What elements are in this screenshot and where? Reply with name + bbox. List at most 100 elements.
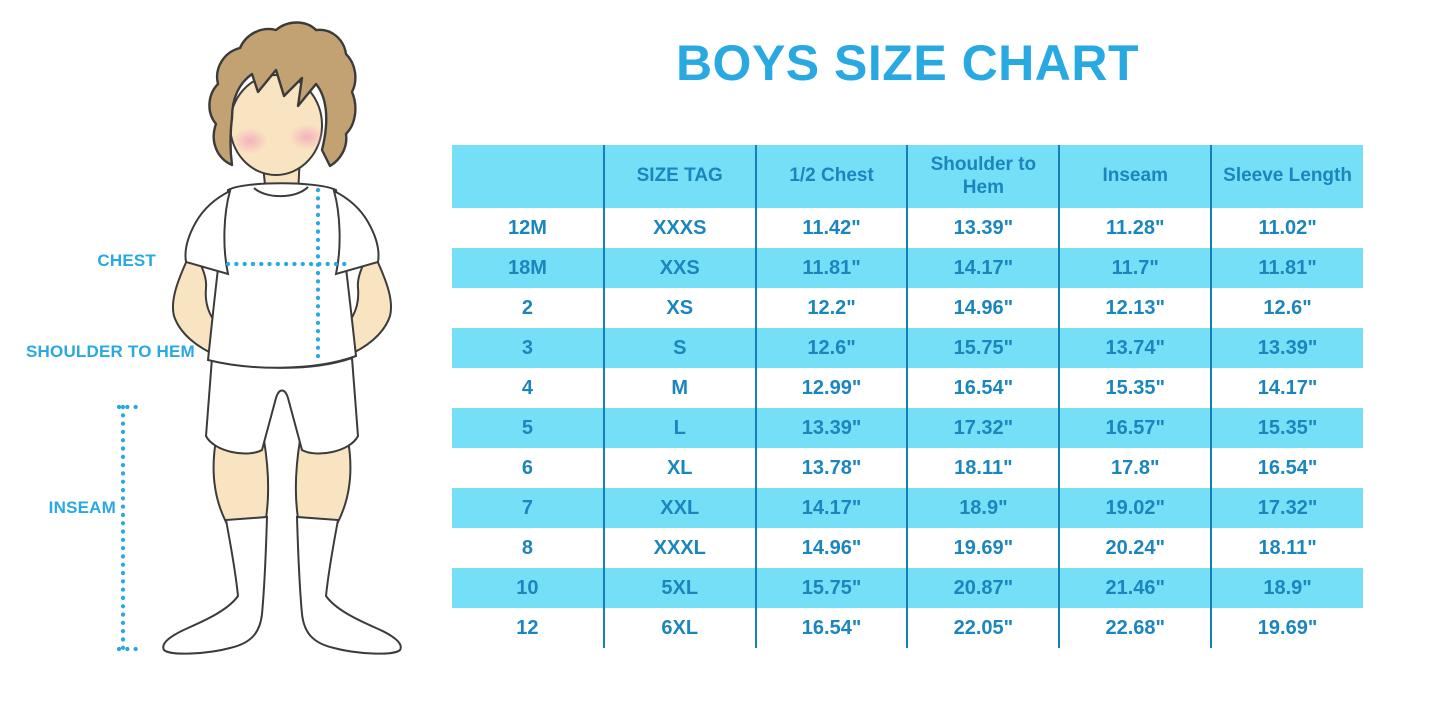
column-header: Inseam [1058,145,1212,208]
sleeve-right [332,189,380,276]
measurement-cell: 15.75" [906,328,1060,368]
table-row: 10 5XL 15.75" 20.87" 21.46" 18.9" [452,568,1363,608]
measurement-cell: 14.96" [754,528,908,568]
measurement-cell: 20.24" [1058,528,1212,568]
size-cell: 3 [452,328,604,368]
collar-line [253,186,309,198]
measurement-cell: 15.75" [754,568,908,608]
table-row: 12M XXXS 11.42" 13.39" 11.28" 11.02" [452,208,1363,248]
column-header: Sleeve Length [1210,145,1363,208]
blush-left [232,128,268,154]
measurement-cell: 19.02" [1058,488,1212,528]
sleeve-left [184,189,232,276]
table-row: 5 L 13.39" 17.32" 16.57" 15.35" [452,408,1363,448]
measurement-cell: 16.54" [754,608,908,648]
measurement-cell: 13.74" [1058,328,1212,368]
boy-figure-drawing [116,21,402,655]
table-row: 7 XXL 14.17" 18.9" 19.02" 17.32" [452,488,1363,528]
measurement-cell: XS [602,288,756,328]
measurement-cell: 17.32" [1210,488,1363,528]
measurement-cell: 19.69" [906,528,1060,568]
table-row: 6 XL 13.78" 18.11" 17.8" 16.54" [452,448,1363,488]
measurement-cell: 11.02" [1210,208,1363,248]
measurement-cell: 18.9" [1210,568,1363,608]
measurement-cell: L [602,408,756,448]
measurement-cell: 22.05" [906,608,1060,648]
measurement-cell: 18.9" [906,488,1060,528]
table-row: 2 XS 12.2" 14.96" 12.13" 12.6" [452,288,1363,328]
size-cell: 2 [521,296,533,319]
column-header [452,145,604,208]
measurement-cell: 16.54" [1210,448,1363,488]
size-cell: 18M [452,248,604,288]
size-cell: 6 [521,456,533,479]
column-header: 1/2 Chest [754,145,908,208]
size-cell: 10 [452,568,604,608]
measurement-cell: 18.11" [1210,528,1363,568]
measurement-cell: 14.96" [906,288,1060,328]
column-header: SIZE TAG [602,145,756,208]
measurement-cell: XXXL [602,528,756,568]
measurement-cell: 15.35" [1058,368,1212,408]
boy-illustration: CHEST SHOULDER TO HEM INSEAM [0,0,460,723]
size-cell: 4 [521,376,533,399]
measurement-cell: XXL [602,488,756,528]
measurement-cell: 11.81" [754,248,908,288]
measurement-cell: 14.17" [906,248,1060,288]
measurement-cell: M [602,368,756,408]
measurement-cell: 17.8" [1058,448,1212,488]
measurement-cell: 12.6" [1210,288,1363,328]
measurement-cell: 13.39" [1210,328,1363,368]
size-table-head-row: SIZE TAG 1/2 Chest Shoulder to Hem Inseam Sl… [452,145,1363,208]
measurement-cell: XL [602,448,756,488]
measurement-cell: 6XL [602,608,756,648]
measurement-cell: 13.39" [754,408,908,448]
size-table-body: 12M XXXS 11.42" 13.39" 11.28" 11.02" 18M XXS 11.… [452,208,1363,648]
measurement-cell: 21.46" [1058,568,1212,608]
table-row: 12 6XL 16.54" 22.05" 22.68" 19.69" [452,608,1363,648]
measurement-cell: XXXS [602,208,756,248]
measurement-cell: 16.54" [906,368,1060,408]
measurement-cell: 19.69" [1210,608,1363,648]
measurement-cell: 11.7" [1058,248,1212,288]
measurement-cell: 15.35" [1210,408,1363,448]
measurement-cell: 16.57" [1058,408,1212,448]
table-row: 4 M 12.99" 16.54" 15.35" 14.17" [452,368,1363,408]
measurement-cell: 22.68" [1058,608,1212,648]
table-row: 18M XXS 11.81" 14.17" 11.7" 11.81" [452,248,1363,288]
table-row: 8 XXXL 14.96" 19.69" 20.24" 18.11" [452,528,1363,568]
chest-label: CHEST [97,251,156,270]
measurement-cell: 13.78" [754,448,908,488]
size-table-head: SIZE TAG 1/2 Chest Shoulder to Hem Inseam Sl… [452,145,1363,208]
size-table: SIZE TAG 1/2 Chest Shoulder to Hem Inseam Sl… [452,145,1363,648]
measurement-cell: 12.13" [1058,288,1212,328]
size-cell: 12M [507,216,547,239]
measurement-cell: 11.28" [1058,208,1212,248]
column-header: Shoulder to Hem [906,145,1060,208]
measurement-cell: 12.6" [754,328,908,368]
sock-right [295,515,402,655]
sock-left [162,515,269,655]
measurement-cell: 5XL [602,568,756,608]
measurement-cell: 13.39" [906,208,1060,248]
table-row: 3 S 12.6" 15.75" 13.74" 13.39" [452,328,1363,368]
blush-right [289,124,325,150]
measurement-cell: 11.81" [1210,248,1363,288]
shoulder-to-hem-label: SHOULDER TO HEM [26,342,195,361]
measurement-cell: 14.17" [1210,368,1363,408]
measurement-cell: 17.32" [906,408,1060,448]
measurement-cell: S [602,328,756,368]
measurement-cell: 11.42" [754,208,908,248]
shorts [204,356,360,455]
t-shirt [206,182,358,369]
measurement-cell: 12.2" [754,288,908,328]
page-title: BOYS SIZE CHART [675,35,1140,91]
size-cell: 8 [521,536,533,559]
size-cell: 12 [516,616,539,639]
inseam-label: INSEAM [48,498,116,517]
hair [208,21,357,168]
size-cell: 5 [452,408,604,448]
measurement-cell: 12.99" [754,368,908,408]
measurement-cell: XXS [602,248,756,288]
